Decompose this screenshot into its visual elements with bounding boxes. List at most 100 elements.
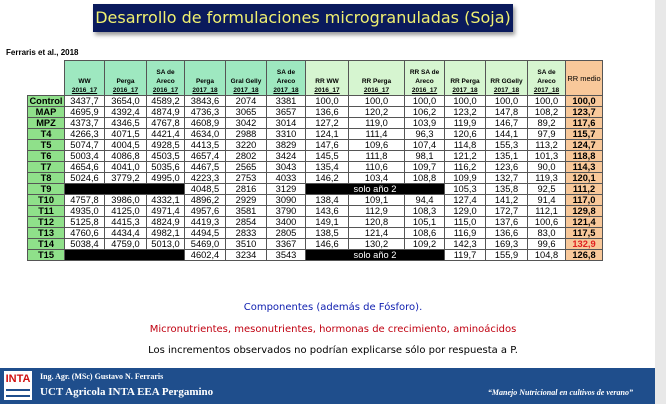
data-cell: 3014 xyxy=(266,117,306,129)
data-cell: 4071,5 xyxy=(104,128,147,140)
data-cell: 113,2 xyxy=(527,139,566,151)
data-cell: 96,3 xyxy=(404,128,445,140)
data-cell: 121,2 xyxy=(444,150,486,162)
data-cell: 5469,0 xyxy=(184,238,226,250)
data-cell: 132,9 xyxy=(565,238,603,250)
data-cell: 114,3 xyxy=(565,161,603,173)
table-row: T13 4760,6 4434,4 4982,1 4494,5 2833 2805 138,5… xyxy=(27,227,603,239)
data-cell: 111,4 xyxy=(348,128,405,140)
data-cell: 105,1 xyxy=(404,216,445,228)
row-label: T12 xyxy=(27,216,65,228)
data-cell: 104,8 xyxy=(527,249,566,261)
table-row: T7 4654,6 4041,0 5035,6 4467,5 2565 3043 135,4 1… xyxy=(27,161,603,173)
data-cell: 2854 xyxy=(225,216,267,228)
data-cell: 2565 xyxy=(225,161,267,173)
data-cell: 110,6 xyxy=(348,161,405,173)
header-name: Perga xyxy=(195,78,215,85)
data-cell: 3843,6 xyxy=(184,95,226,107)
data-cell: 3090 xyxy=(266,194,306,206)
data-cell: 120,6 xyxy=(444,128,486,140)
row-label: T8 xyxy=(27,172,65,184)
row-label: MAP xyxy=(27,106,65,118)
data-cell: 123,2 xyxy=(444,106,486,118)
data-cell: 4004,5 xyxy=(104,139,147,151)
header-name: RR WW xyxy=(315,78,339,85)
data-cell: 109,1 xyxy=(348,194,405,206)
note-components: Componentes (además de Fósforo). xyxy=(243,302,423,313)
data-cell: 111,2 xyxy=(565,183,603,195)
row-label: T15 xyxy=(27,249,65,261)
data-cell: 2805 xyxy=(266,227,306,239)
data-cell: 124,7 xyxy=(565,139,603,151)
missing-cell xyxy=(64,183,185,195)
data-cell: 117,5 xyxy=(565,227,603,239)
data-cell: 3581 xyxy=(225,205,267,217)
data-cell: 4415,3 xyxy=(104,216,147,228)
data-cell: 3065 xyxy=(225,106,267,118)
row-label: T14 xyxy=(27,238,65,250)
data-cell: 118,8 xyxy=(565,150,603,162)
data-cell: 4223,3 xyxy=(184,172,226,184)
data-cell: 3779,2 xyxy=(104,172,147,184)
data-cell: 169,3 xyxy=(485,238,528,250)
table-row: T9 4048,5 2816 3129 solo año 2 105,3 135,8 92,5… xyxy=(27,183,603,195)
data-cell: 98,1 xyxy=(404,150,445,162)
data-cell: 4413,5 xyxy=(184,139,226,151)
data-cell: 172,7 xyxy=(485,205,528,217)
header-name: SA de Areco xyxy=(276,69,296,85)
data-cell: 130,2 xyxy=(348,238,405,250)
data-cell: 3129 xyxy=(266,183,306,195)
data-cell: 5035,6 xyxy=(146,161,185,173)
inta-logo: INTA xyxy=(4,371,32,400)
table-row: T12 5125,8 4415,3 4824,9 4419,3 2854 3400 149,1… xyxy=(27,216,603,228)
row-label: T10 xyxy=(27,194,65,206)
data-cell: 3367 xyxy=(266,238,306,250)
data-cell: 100,0 xyxy=(527,95,566,107)
header-name: SA de Areco xyxy=(537,69,556,85)
slide-title: Desarrollo de formulaciones microgranula… xyxy=(93,4,513,32)
data-cell: 136,6 xyxy=(305,106,349,118)
data-cell: 3424 xyxy=(266,150,306,162)
data-cell: 4634,0 xyxy=(184,128,226,140)
data-cell: 100,0 xyxy=(444,95,486,107)
data-cell: 5074,7 xyxy=(64,139,105,151)
data-cell: 120,8 xyxy=(348,216,405,228)
column-header: Gral Gelly 2017_18 xyxy=(225,60,267,96)
data-cell: 111,8 xyxy=(348,150,405,162)
data-cell: 4086,8 xyxy=(104,150,147,162)
data-cell: 115,7 xyxy=(565,128,603,140)
data-cell: 4346,5 xyxy=(104,117,147,129)
header-name: RR SA de Areco xyxy=(409,69,440,85)
row-label: T11 xyxy=(27,205,65,217)
data-cell: 103,4 xyxy=(348,172,405,184)
table-row: T6 5003,4 4086,8 4503,5 4657,4 2802 3424 145,5 1… xyxy=(27,150,603,162)
data-cell: 107,4 xyxy=(404,139,445,151)
data-cell: 4824,9 xyxy=(146,216,185,228)
data-cell: 4928,5 xyxy=(146,139,185,151)
header-season: 2017_18 xyxy=(452,87,478,94)
footer-bar: INTA Ing. Agr. (MSc) Gustavo N. Ferraris… xyxy=(0,368,655,404)
data-cell: 143,6 xyxy=(305,205,349,217)
data-cell: 145,5 xyxy=(305,150,349,162)
data-cell: 123,7 xyxy=(565,106,603,118)
data-cell: 3543 xyxy=(266,249,306,261)
data-cell: 121,4 xyxy=(348,227,405,239)
data-cell: 109,2 xyxy=(404,238,445,250)
row-label: T5 xyxy=(27,139,65,151)
data-cell: 4995,0 xyxy=(146,172,185,184)
row-label: T6 xyxy=(27,150,65,162)
table-row: T4 4266,3 4071,5 4421,4 4634,0 2988 3310 124,1 1… xyxy=(27,128,603,140)
header-season: 2016_17 xyxy=(152,87,179,94)
data-cell: 129,8 xyxy=(565,205,603,217)
data-cell: 119,3 xyxy=(527,172,566,184)
data-cell: 135,4 xyxy=(305,161,349,173)
data-cell: 99,6 xyxy=(527,238,566,250)
header-name: Perga xyxy=(116,78,135,85)
data-cell: 100,0 xyxy=(404,95,445,107)
data-cell: 3042 xyxy=(225,117,267,129)
data-cell: 119,9 xyxy=(444,117,486,129)
column-header: RR GGelly 2017_18 xyxy=(485,60,528,96)
column-header: RR Perga 2016_17 xyxy=(348,60,405,96)
column-header: Perga 2017_18 xyxy=(184,60,226,96)
data-cell: 3510 xyxy=(225,238,267,250)
